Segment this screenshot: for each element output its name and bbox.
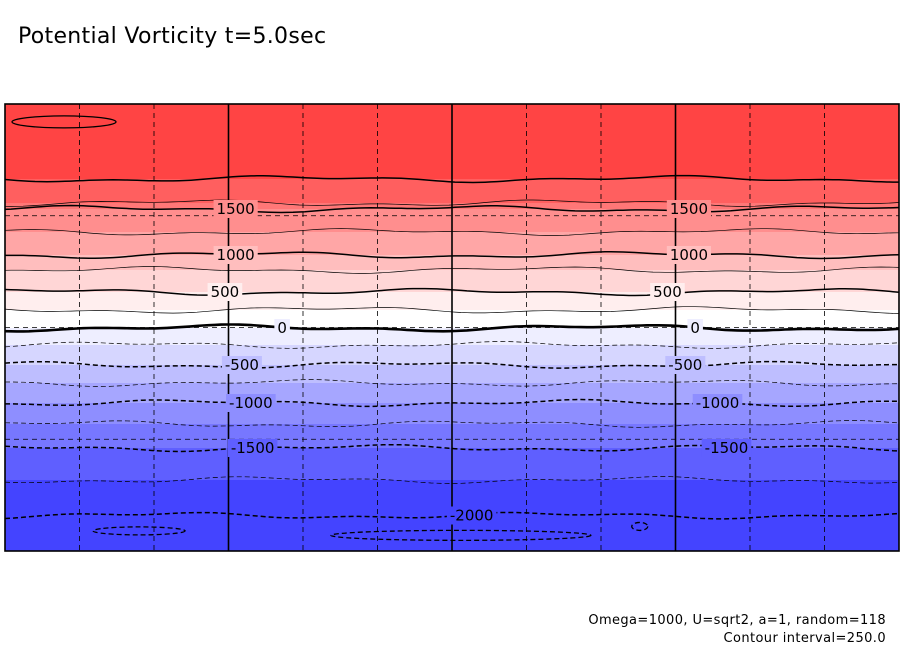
contour-line bbox=[4, 476, 900, 484]
contour-label-background bbox=[221, 356, 262, 374]
contour-label: -500 bbox=[225, 356, 259, 374]
contour-label: 500 bbox=[211, 283, 240, 301]
contour-label-background bbox=[227, 439, 278, 457]
contour-label-background bbox=[687, 319, 703, 337]
contour-label-background bbox=[666, 246, 712, 264]
contour-line bbox=[5, 379, 900, 387]
chart-title: Potential Vorticity t=5.0sec bbox=[18, 24, 327, 49]
contour-label: -1000 bbox=[229, 394, 273, 412]
contour-label-background bbox=[207, 283, 243, 301]
contour-labels: 1500 1500 1000 1000 500 500 0 0 -500 -500 -1000 -10… bbox=[207, 200, 752, 525]
closed-contour bbox=[330, 529, 592, 542]
contour-label-background bbox=[665, 356, 706, 374]
contour-line bbox=[4, 360, 899, 369]
contour-label: 1500 bbox=[670, 200, 708, 218]
contour-label: 0 bbox=[690, 319, 700, 337]
contour-label-background bbox=[274, 319, 290, 337]
grid-lines bbox=[5, 104, 899, 551]
contour-line bbox=[4, 511, 900, 520]
contour-label-background bbox=[666, 200, 712, 218]
contour-line bbox=[4, 341, 900, 349]
contour-label: 1500 bbox=[217, 200, 255, 218]
contour-label: 1000 bbox=[217, 246, 255, 264]
contour-label-background bbox=[701, 439, 752, 457]
closed-contours bbox=[11, 115, 649, 542]
contour-label: -500 bbox=[668, 356, 702, 374]
contour-label: 500 bbox=[653, 283, 682, 301]
contour-line bbox=[4, 420, 900, 428]
contour-label: 1000 bbox=[670, 246, 708, 264]
contour-label-background bbox=[446, 506, 497, 525]
contour-label-background bbox=[213, 200, 258, 218]
closed-contour bbox=[92, 526, 186, 536]
closed-contour bbox=[631, 521, 649, 532]
contour-label: -1000 bbox=[696, 394, 740, 412]
contour-label: -1500 bbox=[231, 439, 275, 457]
contour-label: -1500 bbox=[705, 439, 749, 457]
contour-label-background bbox=[226, 394, 276, 412]
parameters-annotation: Omega=1000, U=sqrt2, a=1, random=118 bbox=[588, 613, 886, 628]
closed-contour bbox=[11, 115, 117, 129]
contour-label-background bbox=[213, 246, 258, 264]
plot-frame bbox=[4, 103, 900, 552]
contour-interval-annotation: Contour interval=250.0 bbox=[723, 631, 886, 646]
contour-label: -2000 bbox=[450, 507, 494, 525]
contour-label-background bbox=[692, 394, 743, 412]
contour-label: 0 bbox=[277, 319, 287, 337]
contour-label-background bbox=[650, 283, 685, 301]
